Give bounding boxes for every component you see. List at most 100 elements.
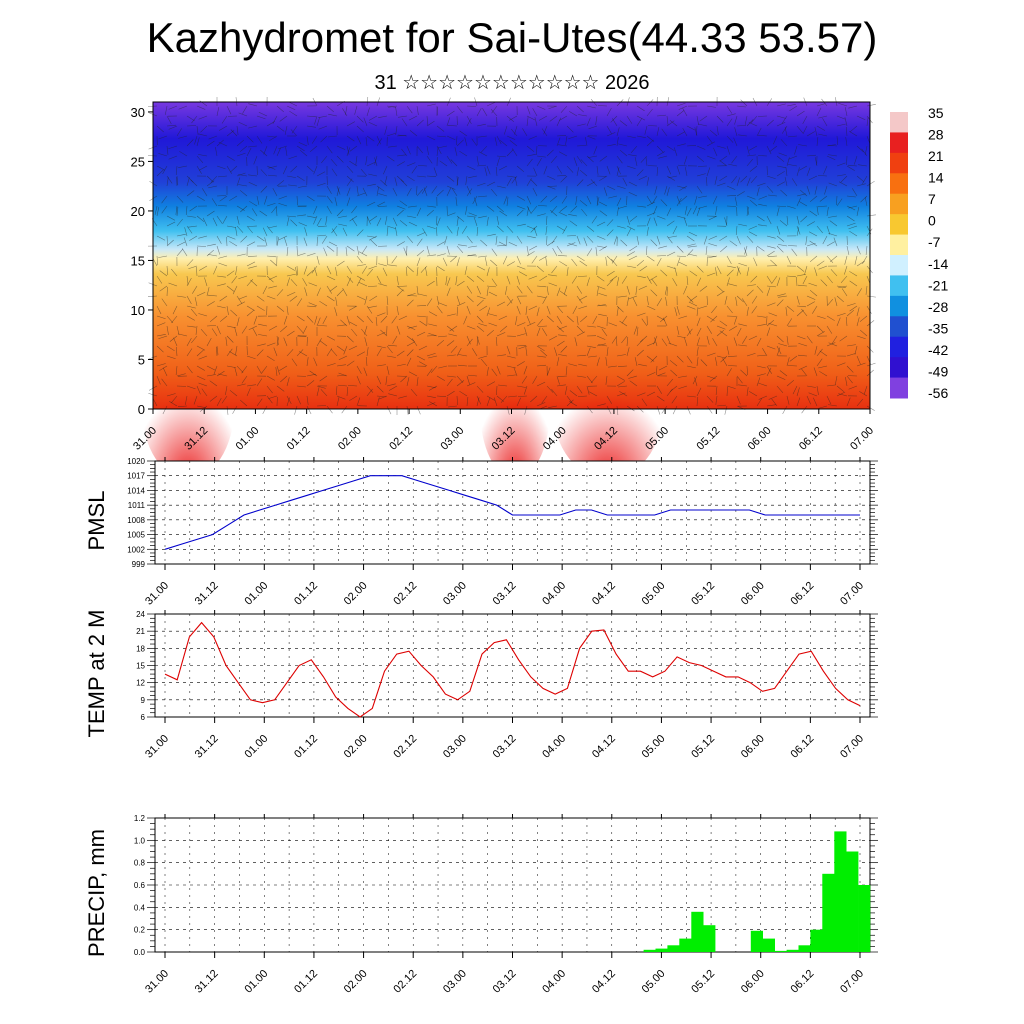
wind-barb [608, 322, 618, 327]
x-tick-label: 04.12 [590, 580, 618, 608]
wind-barb [509, 115, 518, 121]
x-tick-label: 31.00 [143, 968, 171, 996]
wind-barb [298, 185, 308, 188]
precip-bar [786, 949, 799, 952]
x-tick-label: 05.00 [640, 580, 668, 608]
wind-barb [198, 382, 208, 387]
wind-barb [776, 165, 786, 168]
wind-barb [406, 349, 414, 357]
wind-barb [286, 277, 290, 287]
wind-barb [238, 295, 248, 300]
wind-barb [638, 175, 648, 180]
wind-barb [196, 375, 206, 380]
wind-barb [378, 395, 388, 400]
wind-barb [526, 207, 529, 217]
wind-barb [738, 323, 748, 327]
wind-barb [268, 225, 278, 229]
x-tick-label: 04.00 [540, 968, 568, 996]
wind-barb [196, 125, 199, 135]
wind-barb [361, 328, 368, 337]
wind-barb [361, 265, 368, 274]
colorbar-label: -35 [928, 320, 948, 336]
wind-barb [498, 241, 508, 247]
wind-barb [466, 235, 473, 244]
wind-barb [536, 364, 547, 367]
wind-barb [296, 335, 307, 337]
wind-barb [316, 171, 326, 177]
wind-barb [232, 285, 238, 295]
wind-barb [361, 245, 368, 254]
wind-barb [716, 329, 725, 337]
wind-barb [559, 290, 568, 297]
wind-barb [606, 279, 614, 287]
y-tick-label: 1005 [127, 531, 145, 540]
wind-barb [576, 235, 581, 245]
wind-barb [673, 147, 678, 157]
wind-barb [316, 182, 326, 187]
wind-barb [430, 365, 438, 373]
wind-barb [509, 140, 518, 147]
wind-barb [640, 155, 648, 163]
wind-barb [503, 195, 508, 205]
wind-barb [796, 125, 804, 134]
wind-barb [776, 293, 786, 297]
wind-barb [536, 327, 541, 337]
wind-barb [606, 125, 612, 134]
wind-barb [248, 181, 258, 187]
wind-barb [386, 365, 390, 375]
wind-barb [526, 178, 532, 187]
x-tick-label: 07.00 [838, 733, 866, 761]
wind-barb [756, 315, 766, 318]
wind-barb [846, 165, 855, 171]
wind-barb [326, 185, 332, 194]
wind-barb [844, 265, 848, 275]
wind-barb [706, 105, 716, 108]
wind-barb [161, 298, 168, 307]
wind-barb [356, 365, 362, 374]
wind-barb [740, 369, 748, 377]
wind-barb [446, 390, 455, 397]
wind-barb [734, 115, 738, 125]
wind-barb [536, 402, 546, 407]
wind-barb [656, 372, 666, 377]
wind-barb [588, 125, 598, 130]
wind-barb [447, 125, 458, 127]
wind-barb [408, 115, 418, 121]
wind-barb [416, 185, 418, 196]
wind-barb [696, 387, 702, 397]
wind-barb [787, 135, 798, 138]
wind-barb [639, 265, 648, 272]
wind-barb [436, 125, 445, 132]
x-tick-label: 06.12 [789, 580, 817, 608]
wind-barb [826, 384, 836, 387]
wind-barb [366, 135, 375, 142]
wind-barb [194, 135, 198, 145]
wind-barb [726, 135, 734, 143]
wind-barb [302, 278, 308, 287]
wind-barb [416, 249, 425, 257]
wind-barb [166, 235, 168, 246]
wind-barb [802, 275, 808, 285]
wind-barb [568, 363, 578, 367]
wind-barb [724, 295, 728, 305]
wind-barb [438, 365, 448, 369]
wind-barb [276, 125, 285, 132]
wind-barb [598, 293, 608, 297]
wind-barb [678, 315, 688, 319]
wind-barb [380, 179, 388, 187]
wind-barb [676, 325, 680, 335]
wind-barb [437, 335, 448, 338]
wind-barb [715, 357, 718, 367]
wind-barb [246, 135, 254, 143]
wind-barb [208, 254, 218, 257]
wind-barb [161, 378, 168, 387]
wind-barb [616, 392, 626, 397]
wind-barb [866, 214, 876, 217]
x-tick-label: 03.00 [441, 580, 469, 608]
wind-barb [289, 110, 298, 117]
wind-barb [491, 278, 498, 287]
wind-barb [406, 145, 411, 155]
wind-barb [706, 256, 708, 267]
wind-barb [672, 278, 678, 287]
wind-barb [218, 262, 228, 267]
